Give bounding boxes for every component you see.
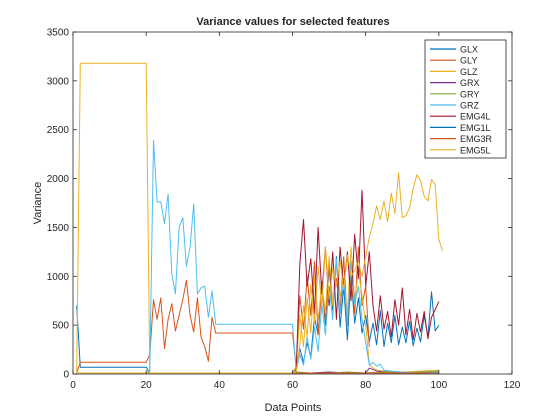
x-tick-label: 100 — [430, 380, 447, 391]
y-tick-label: 500 — [52, 321, 69, 332]
legend-label-gry: GRY — [460, 89, 479, 99]
chart-title: Variance values for selected features — [196, 16, 389, 28]
legend-label-emg4l: EMG4L — [460, 112, 491, 122]
x-tick-label: 60 — [287, 380, 299, 391]
x-tick-label: 40 — [214, 380, 226, 391]
legend-label-emg5l: EMG5L — [460, 145, 491, 155]
y-axis-label: Variance — [32, 182, 44, 225]
legend-label-emg1l: EMG1L — [460, 123, 491, 133]
legend-label-glz: GLZ — [460, 67, 478, 77]
x-tick-label: 20 — [141, 380, 153, 391]
y-tick-label: 2000 — [47, 174, 70, 185]
y-tick-label: 1500 — [47, 223, 70, 234]
x-tick-label: 0 — [70, 380, 76, 391]
y-tick-label: 1000 — [47, 272, 70, 283]
legend-label-gly: GLY — [460, 56, 477, 66]
legend-label-grz: GRZ — [460, 101, 480, 111]
legend-label-emg3r: EMG3R — [460, 134, 493, 144]
x-axis-label: Data Points — [265, 402, 322, 414]
y-tick-label: 0 — [63, 370, 69, 381]
legend-label-glx: GLX — [460, 45, 478, 55]
x-tick-label: 120 — [504, 380, 521, 391]
y-tick-label: 2500 — [47, 125, 70, 136]
x-tick-label: 80 — [360, 380, 372, 391]
y-tick-label: 3500 — [47, 28, 70, 39]
y-tick-label: 3000 — [47, 76, 70, 87]
legend-label-grx: GRX — [460, 78, 480, 88]
